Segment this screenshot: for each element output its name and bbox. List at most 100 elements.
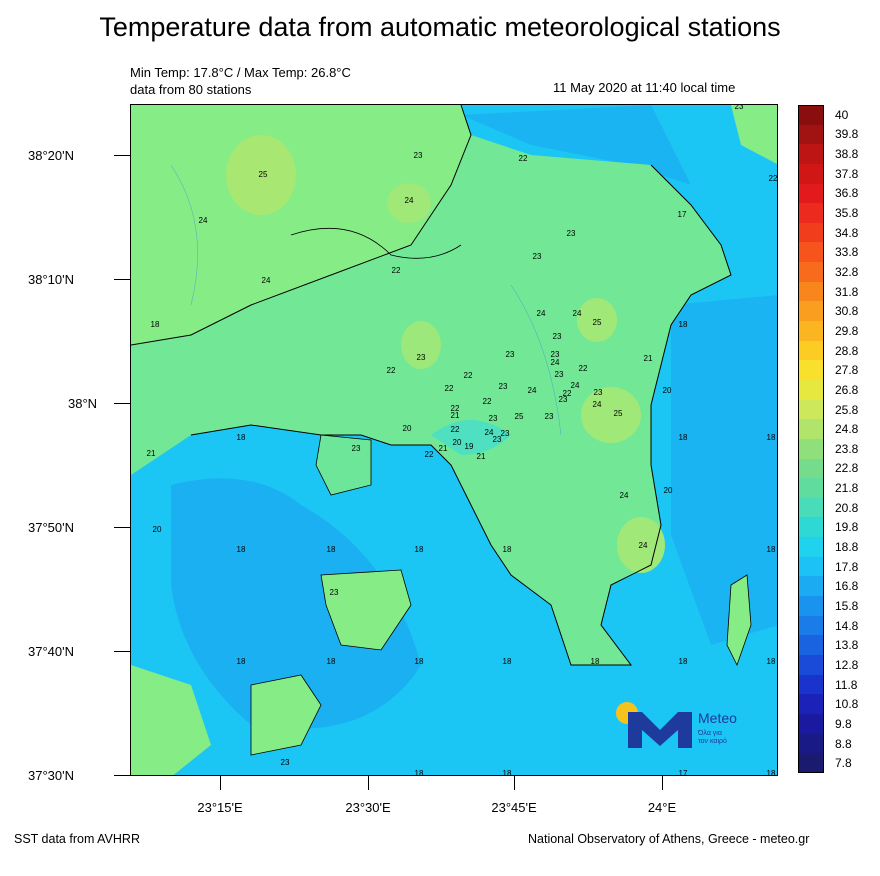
station-temperature: 18: [767, 545, 776, 554]
temperature-map: 23 22 25 24 24 17 22 23 23 22 24 18 18 24 24 25 23 23 23 24…: [130, 104, 778, 776]
station-temperature: 18: [767, 433, 776, 442]
color-legend-label: 36.8: [835, 186, 859, 201]
meteo-logo: Meteo Όλα για τον καιρό: [616, 702, 746, 752]
color-legend-label: 21.8: [835, 481, 859, 496]
color-legend-label: 28.8: [835, 343, 859, 358]
footer-source: SST data from AVHRR: [14, 832, 140, 846]
station-temperature: 23: [545, 412, 554, 421]
lat-label: 38°20'N: [28, 148, 74, 163]
color-legend-swatch: [798, 419, 824, 439]
meteo-m-icon: [628, 712, 692, 748]
station-temperature: 18: [679, 320, 688, 329]
coastal-band: [431, 420, 511, 455]
color-legend-label: 11.8: [835, 677, 858, 692]
station-temperature: 20: [153, 525, 162, 534]
island-poros: [250, 674, 322, 756]
logo-tagline: Όλα για: [698, 730, 722, 737]
color-legend-swatch: [798, 163, 824, 184]
station-temperature: 20: [403, 424, 412, 433]
station-temperature: 23: [533, 252, 542, 261]
color-legend-swatch: [798, 556, 824, 577]
station-temperature: 24: [199, 216, 208, 225]
station-temperature: 23: [352, 444, 361, 453]
color-legend-label: 29.8: [835, 323, 859, 338]
station-temperature: 23: [417, 353, 426, 362]
station-temperature: 24: [639, 541, 648, 550]
color-legend-swatch: [798, 262, 824, 282]
station-temperature: 23: [493, 435, 502, 444]
lat-label: 37°40'N: [28, 644, 74, 659]
station-temperature: 25: [614, 409, 623, 418]
color-legend-label: 38.8: [835, 147, 859, 162]
station-temperature: 24: [405, 196, 414, 205]
station-temperature: 18: [415, 769, 424, 776]
lat-label: 38°N: [68, 396, 98, 411]
color-legend-swatch: [798, 144, 824, 164]
lon-tick: [514, 776, 515, 790]
station-temperature: 24: [573, 309, 582, 318]
color-legend-label: 37.8: [835, 166, 859, 181]
station-temperature: 23: [735, 105, 744, 111]
color-legend-swatch: [798, 537, 824, 557]
river: [510, 284, 562, 436]
lat-tick: [114, 155, 130, 156]
station-temperature: 21: [451, 411, 460, 420]
station-temperature: 24: [485, 428, 494, 437]
lon-label: 23°15'E: [197, 800, 243, 815]
sea-pool: [671, 295, 777, 645]
station-temperature: 20: [663, 386, 672, 395]
station-temperature: 23: [555, 370, 564, 379]
station-temperature: 18: [591, 657, 600, 666]
sea-pool: [171, 478, 421, 729]
warm-patch: [387, 183, 431, 223]
station-temperature: 25: [593, 318, 602, 327]
station-temperature: 18: [767, 657, 776, 666]
lat-tick: [114, 279, 130, 280]
island-salamis: [315, 434, 372, 496]
station-temperature: 18: [237, 433, 246, 442]
color-legend-label: 15.8: [835, 599, 859, 613]
color-legend-label: 33.8: [835, 245, 859, 260]
station-temperature: 25: [515, 412, 524, 421]
lat-tick: [114, 651, 130, 652]
region-border: [290, 227, 462, 259]
color-legend-label: 8.8: [835, 736, 852, 751]
lon-label: 23°30'E: [345, 800, 391, 815]
warm-patch: [401, 321, 441, 369]
lat-label: 38°10'N: [28, 272, 74, 287]
station-temperature: 24: [262, 276, 271, 285]
color-legend-label: 24.8: [835, 422, 859, 437]
station-temperature: 21: [147, 449, 156, 458]
station-temperature: 20: [453, 438, 462, 447]
lon-tick: [368, 776, 369, 790]
warm-patch: [581, 387, 641, 443]
color-legend-label: 35.8: [835, 206, 859, 221]
timestamp: 11 May 2020 at 11:40 local time: [553, 80, 736, 95]
station-temperature: 18: [327, 657, 336, 666]
color-legend-swatch: [798, 674, 824, 695]
color-legend-swatch: [798, 124, 824, 145]
station-temperature: 18: [415, 545, 424, 554]
station-temperature: 17: [679, 769, 688, 776]
station-temperature: 23: [414, 151, 423, 160]
station-temperature: 24: [537, 309, 546, 318]
station-temperature: 22: [445, 384, 454, 393]
lon-label: 24°E: [647, 800, 677, 815]
station-temperature: 21: [644, 354, 653, 363]
island-aegina: [320, 569, 412, 651]
station-temperature: 22: [579, 364, 588, 373]
station-temperature: 18: [503, 657, 512, 666]
coastline: [190, 164, 732, 666]
warm-patch: [577, 298, 617, 342]
color-legend-label: 10.8: [835, 697, 859, 712]
station-temperature: 17: [678, 210, 687, 219]
color-legend-swatch: [798, 203, 824, 223]
color-legend-swatch: [798, 615, 824, 636]
station-temperature: 18: [679, 657, 688, 666]
color-legend-label: 9.8: [835, 716, 852, 731]
station-count: data from 80 stations: [130, 82, 252, 97]
color-legend-swatch: [798, 713, 824, 734]
station-temperature: 18: [237, 657, 246, 666]
station-temperature: 24: [571, 381, 580, 390]
